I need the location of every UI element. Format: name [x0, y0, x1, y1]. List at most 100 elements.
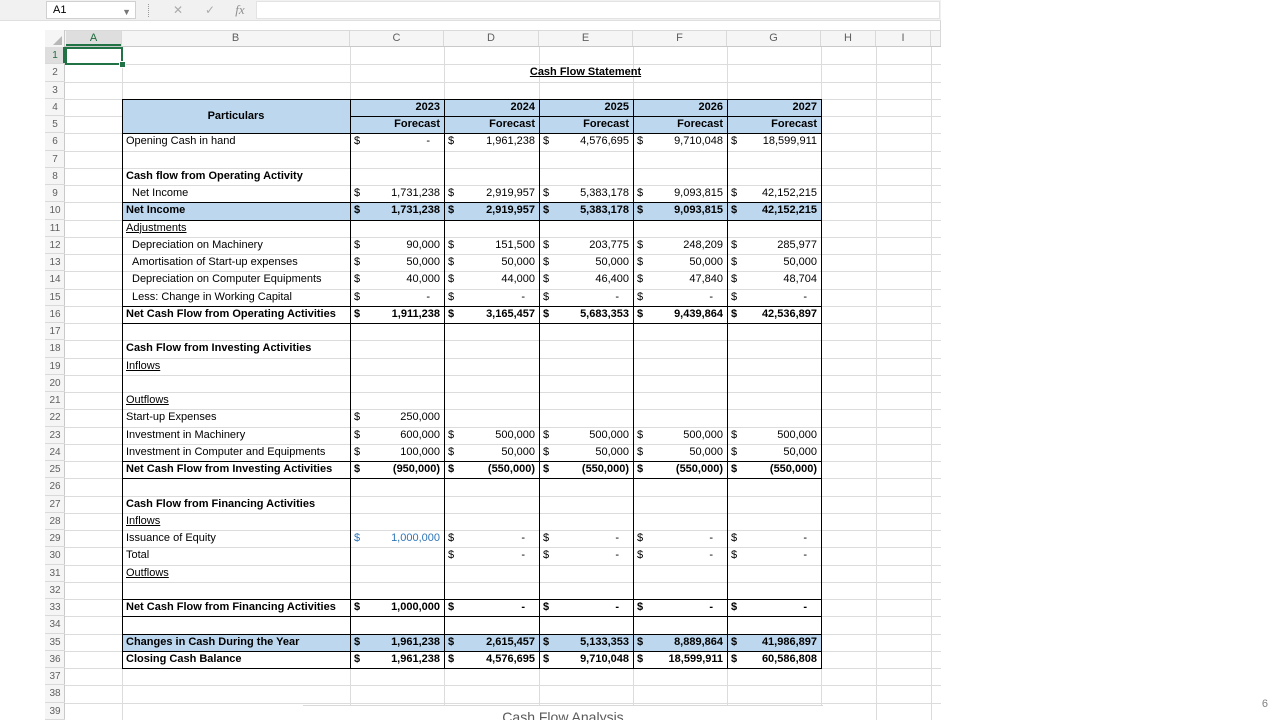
cell-C12[interactable]: $90,000	[351, 237, 443, 254]
row-header-6[interactable]: 6	[45, 133, 65, 151]
cell-B25[interactable]: Net Cash Flow from Investing Activities	[126, 463, 333, 475]
cell-G10[interactable]: $42,152,215	[728, 202, 820, 219]
cell-F13[interactable]: $50,000	[634, 254, 726, 271]
cell-F6[interactable]: $9,710,048	[634, 133, 726, 150]
cell-E9[interactable]: $5,383,178	[540, 185, 632, 202]
column-header-B[interactable]: B	[122, 31, 350, 46]
cell-F23[interactable]: $500,000	[634, 427, 726, 444]
cell-E33[interactable]: $ -	[540, 599, 632, 616]
cell-F14[interactable]: $47,840	[634, 271, 726, 288]
sheet-grid[interactable]: Cash Flow Analysis Cash Flow Statement Pa…	[65, 47, 941, 720]
row-header-30[interactable]: 30	[45, 547, 65, 565]
cell-C23[interactable]: $600,000	[351, 427, 443, 444]
row-header-11[interactable]: 11	[45, 220, 65, 237]
cell-B9[interactable]: Net Income	[132, 187, 189, 199]
cell-G33[interactable]: $ -	[728, 599, 820, 616]
row-header-4[interactable]: 4	[45, 99, 65, 116]
cell-year-2027[interactable]: 2027	[792, 100, 817, 113]
cell-D13[interactable]: $50,000	[445, 254, 538, 271]
cell-F12[interactable]: $248,209	[634, 237, 726, 254]
cell-particulars[interactable]: Particulars	[207, 110, 265, 122]
column-header-G[interactable]: G	[727, 31, 821, 46]
cell-C10[interactable]: $1,731,238	[351, 202, 443, 219]
cell-year-2025[interactable]: 2025	[604, 100, 629, 113]
row-header-37[interactable]: 37	[45, 668, 65, 686]
cell-forecast-2025[interactable]: Forecast	[583, 118, 629, 130]
cell-C13[interactable]: $50,000	[351, 254, 443, 271]
cell-F24[interactable]: $50,000	[634, 444, 726, 461]
row-header-32[interactable]: 32	[45, 582, 65, 599]
cell-F9[interactable]: $9,093,815	[634, 185, 726, 202]
row-header-23[interactable]: 23	[45, 427, 65, 444]
cell-G12[interactable]: $285,977	[728, 237, 820, 254]
cell-C36[interactable]: $1,961,238	[351, 651, 443, 668]
row-header-22[interactable]: 22	[45, 409, 65, 427]
cell-B13[interactable]: Amortisation of Start-up expenses	[132, 256, 298, 268]
cancel-icon[interactable]: ✕	[172, 3, 184, 17]
cell-C22[interactable]: $250,000	[351, 409, 443, 426]
chevron-down-icon[interactable]: ▼	[122, 7, 131, 17]
cell-forecast-2027[interactable]: Forecast	[771, 118, 817, 130]
row-header-29[interactable]: 29	[45, 530, 65, 548]
cell-B29[interactable]: Issuance of Equity	[126, 532, 216, 544]
cell-title[interactable]: Cash Flow Statement	[529, 66, 642, 79]
cell-B12[interactable]: Depreciation on Machinery	[132, 238, 263, 251]
cell-B15[interactable]: Less: Change in Working Capital	[132, 290, 292, 303]
cell-G14[interactable]: $48,704	[728, 271, 820, 288]
cell-F29[interactable]: $ -	[634, 530, 726, 547]
cell-C9[interactable]: $1,731,238	[351, 185, 443, 202]
row-header-16[interactable]: 16	[45, 306, 65, 323]
cell-forecast-2023[interactable]: Forecast	[394, 118, 440, 130]
cell-B31[interactable]: Outflows	[126, 566, 169, 579]
cell-F36[interactable]: $18,599,911	[634, 651, 726, 668]
cell-E14[interactable]: $46,400	[540, 271, 632, 288]
cell-B22[interactable]: Start-up Expenses	[126, 411, 217, 424]
cell-E15[interactable]: $ -	[540, 289, 632, 306]
row-header-3[interactable]: 3	[45, 82, 65, 99]
row-header-35[interactable]: 35	[45, 634, 65, 651]
row-header-20[interactable]: 20	[45, 375, 65, 392]
row-header-17[interactable]: 17	[45, 323, 65, 341]
enter-icon[interactable]: ✓	[204, 3, 216, 17]
row-header-19[interactable]: 19	[45, 358, 65, 375]
cell-year-2024[interactable]: 2024	[510, 100, 535, 113]
cell-C24[interactable]: $100,000	[351, 444, 443, 461]
cell-C6[interactable]: $ -	[351, 133, 443, 150]
row-header-21[interactable]: 21	[45, 392, 65, 410]
cell-F15[interactable]: $ -	[634, 289, 726, 306]
cell-B14[interactable]: Depreciation on Computer Equipments	[132, 273, 322, 286]
cell-B24[interactable]: Investment in Computer and Equipments	[126, 445, 326, 458]
cell-E16[interactable]: $5,683,353	[540, 306, 632, 323]
row-header-5[interactable]: 5	[45, 116, 65, 134]
row-header-33[interactable]: 33	[45, 599, 65, 617]
cell-E13[interactable]: $50,000	[540, 254, 632, 271]
row-header-10[interactable]: 10	[45, 202, 65, 220]
row-header-9[interactable]: 9	[45, 185, 65, 203]
cell-D24[interactable]: $50,000	[445, 444, 538, 461]
row-header-28[interactable]: 28	[45, 513, 65, 530]
column-header-partial[interactable]	[931, 31, 941, 46]
column-header-I[interactable]: I	[876, 31, 931, 46]
cell-D33[interactable]: $ -	[445, 599, 538, 616]
cell-B21[interactable]: Outflows	[126, 394, 169, 406]
cell-E6[interactable]: $4,576,695	[540, 133, 632, 150]
row-header-18[interactable]: 18	[45, 340, 65, 358]
column-header-A[interactable]: A	[66, 31, 122, 46]
chart-title[interactable]: Cash Flow Analysis	[502, 709, 624, 720]
cell-E30[interactable]: $ -	[540, 547, 632, 564]
cell-G15[interactable]: $ -	[728, 289, 820, 306]
cell-G9[interactable]: $42,152,215	[728, 185, 820, 202]
column-header-C[interactable]: C	[350, 31, 444, 46]
cell-G25[interactable]: $ (550,000)	[728, 461, 820, 478]
cell-D12[interactable]: $151,500	[445, 237, 538, 254]
cell-F30[interactable]: $ -	[634, 547, 726, 564]
cell-B27[interactable]: Cash Flow from Financing Activities	[126, 497, 316, 510]
row-header-8[interactable]: 8	[45, 168, 65, 185]
cell-B30[interactable]: Total	[126, 549, 150, 562]
cell-B10[interactable]: Net Income	[126, 204, 186, 217]
cell-F16[interactable]: $9,439,864	[634, 306, 726, 323]
cell-G35[interactable]: $41,986,897	[728, 634, 820, 651]
name-box[interactable]: A1 ▼	[46, 1, 136, 19]
cell-B33[interactable]: Net Cash Flow from Financing Activities	[126, 601, 336, 613]
chart-fragment[interactable]: Cash Flow Analysis	[303, 705, 823, 720]
